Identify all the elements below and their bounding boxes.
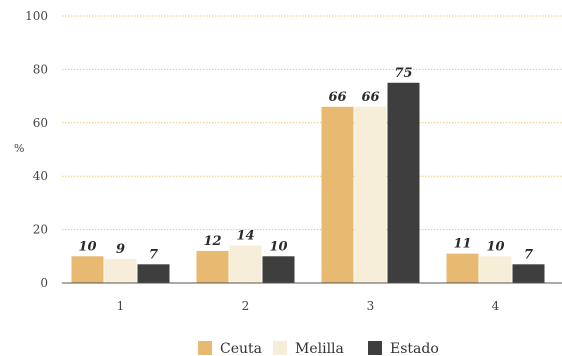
data-label: 66 [328,90,346,105]
data-label: 14 [236,229,254,244]
x-tick-label: 2 [242,299,250,313]
bar [104,258,137,283]
bars [71,82,545,283]
legend-swatch [368,341,382,355]
bar [354,106,387,283]
legend-swatch [273,341,287,355]
bar [512,264,545,283]
y-axis-ticks: 0 20 40 60 80 100 [25,9,48,290]
bar [262,256,295,283]
data-label: 10 [78,239,96,254]
grid-lines [62,15,562,231]
data-labels: 10 9 7 12 14 10 66 66 75 11 10 7 [78,66,533,263]
bar [387,82,420,283]
bar [229,245,262,283]
data-label: 75 [394,66,412,81]
data-label: 7 [524,247,533,262]
data-label: 7 [149,247,158,262]
legend: Ceuta Melilla Estado [198,341,439,356]
y-tick-label: 100 [25,9,48,23]
y-tick-label: 40 [33,169,48,183]
y-tick-label: 0 [40,276,48,290]
bar [479,256,512,283]
data-label: 11 [453,237,471,252]
bar [196,250,229,283]
x-tick-label: 1 [117,299,125,313]
bar [321,106,354,283]
data-label: 10 [269,239,287,254]
legend-label: Melilla [295,341,344,356]
x-tick-label: 4 [492,299,500,313]
bar [137,264,170,283]
data-label: 12 [203,234,221,249]
y-tick-label: 20 [33,223,48,237]
data-label: 9 [116,242,125,257]
x-axis-categories: 1 2 3 4 [117,299,500,313]
y-tick-label: 80 [33,62,48,76]
x-tick-label: 3 [367,299,375,313]
legend-swatch [198,341,212,355]
legend-label: Ceuta [220,341,262,356]
bar [71,256,104,283]
data-label: 66 [361,90,379,105]
y-tick-label: 60 [33,116,48,130]
data-label: 10 [486,239,504,254]
y-axis-label: % [14,142,24,155]
bar [446,253,479,283]
legend-label: Estado [390,341,439,356]
